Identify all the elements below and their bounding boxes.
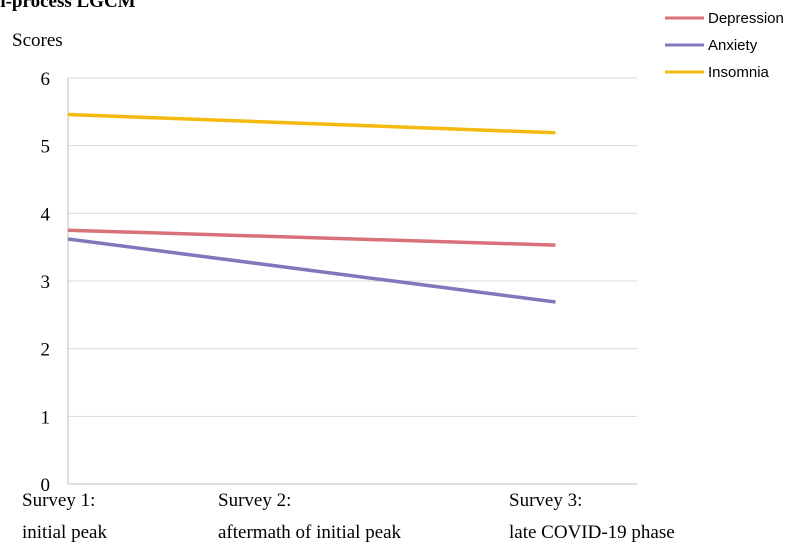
legend-label-anxiety: Anxiety — [708, 37, 758, 54]
y-tick-label: 5 — [41, 137, 51, 158]
x-tick-label: late COVID-19 phase — [509, 522, 675, 543]
x-tick-label: initial peak — [22, 522, 107, 543]
y-tick-label: 1 — [41, 407, 51, 428]
series-line-anxiety — [67, 237, 556, 304]
x-tick-label: Survey 1: — [22, 490, 95, 511]
x-tick-label: Survey 3: — [509, 490, 582, 511]
legend-label-depression: Depression — [708, 10, 784, 27]
y-tick-label: 4 — [41, 204, 51, 225]
series-line-depression — [67, 228, 556, 247]
x-tick-label: aftermath of initial peak — [218, 522, 402, 543]
legend: Depression Anxiety Insomnia — [665, 10, 784, 81]
series-line-insomnia — [67, 112, 556, 135]
chart-title: ti-process LGCM — [0, 0, 136, 12]
x-tick-label: Survey 2: — [218, 490, 291, 511]
legend-label-insomnia: Insomnia — [708, 64, 770, 81]
y-tick-label: 6 — [41, 69, 51, 90]
y-tick-label: 3 — [41, 272, 51, 293]
x-tick-labels: Survey 1: initial peak Survey 2: aftermath… — [22, 490, 675, 543]
y-tick-labels: 0 1 2 3 4 5 6 — [41, 69, 51, 496]
series-lines — [67, 112, 556, 304]
axes — [67, 78, 637, 485]
y-axis-label: Scores — [12, 30, 63, 51]
y-tick-label: 2 — [41, 340, 51, 361]
gridlines — [68, 77, 637, 417]
y-tick-label: 0 — [41, 475, 51, 496]
